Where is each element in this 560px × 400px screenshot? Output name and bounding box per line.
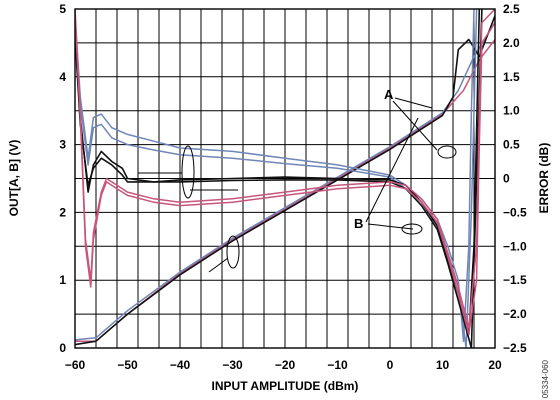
y-tick-label: 2 bbox=[59, 205, 66, 219]
x-axis-title: INPUT AMPLITUDE (dBm) bbox=[212, 379, 359, 393]
figure-code: 05334-060 bbox=[541, 359, 550, 398]
y-axis-ticks: 0 1 2 3 4 5 bbox=[59, 2, 66, 355]
y2-tick-label: 1.0 bbox=[503, 104, 520, 118]
y2-tick-label: 1.5 bbox=[503, 70, 520, 84]
y2-tick-label: 0.5 bbox=[503, 138, 520, 152]
series-line-pink-right bbox=[75, 9, 495, 329]
annotation-b-ellipse bbox=[401, 223, 423, 235]
group-marker-lower-arrow bbox=[208, 257, 229, 273]
plot-frame bbox=[74, 8, 496, 349]
annotation-a-arrow-1 bbox=[394, 97, 433, 109]
x-tick-label: 10 bbox=[436, 358, 450, 372]
x-tick-label: −50 bbox=[117, 358, 138, 372]
x-tick-label: −40 bbox=[170, 358, 191, 372]
group-marker-lower-ellipse bbox=[226, 235, 240, 269]
annotation-b: B bbox=[354, 117, 423, 235]
annotation-a-label: A bbox=[384, 87, 394, 102]
x-axis-ticks: −60 −50 −40 −30 −20 −10 0 10 20 bbox=[65, 358, 502, 372]
y2-tick-label: 0 bbox=[503, 172, 510, 186]
y-tick-label: 4 bbox=[59, 70, 66, 84]
annotation-b-arrow-1 bbox=[365, 117, 419, 223]
y-tick-label: 0 bbox=[59, 341, 66, 355]
series-line-black-left bbox=[75, 15, 495, 346]
y2-tick-label: −0.5 bbox=[503, 205, 527, 219]
group-marker-upper bbox=[138, 145, 238, 199]
y2-tick-label: −2.0 bbox=[503, 307, 527, 321]
y-tick-label: 3 bbox=[59, 138, 66, 152]
annotation-b-label: B bbox=[354, 216, 363, 231]
x-tick-label: −30 bbox=[222, 358, 243, 372]
x-tick-label: −10 bbox=[327, 358, 348, 372]
y2-tick-label: 2.0 bbox=[503, 36, 520, 50]
annotation-a-arrow-2 bbox=[392, 100, 438, 151]
y2-tick-label: 2.5 bbox=[503, 2, 520, 16]
y-tick-label: 1 bbox=[59, 273, 66, 287]
series-line-black-right bbox=[75, 9, 483, 348]
y2-tick-label: −1.5 bbox=[503, 273, 527, 287]
series-line-pink-right bbox=[75, 15, 495, 336]
y2-tick-label: −2.5 bbox=[503, 341, 527, 355]
x-tick-label: −20 bbox=[275, 358, 296, 372]
x-tick-label: 0 bbox=[387, 358, 394, 372]
x-tick-label: −60 bbox=[65, 358, 86, 372]
y2-axis-ticks: −2.5 −2.0 −1.5 −1.0 −0.5 0 0.5 1.0 1.5 2.0 2.5 bbox=[503, 2, 527, 355]
annotation-a-ellipse bbox=[437, 145, 457, 159]
series-group bbox=[75, 9, 495, 348]
annotation-a: A bbox=[384, 87, 457, 159]
group-marker-upper-ellipse bbox=[181, 145, 195, 199]
x-tick-label: 20 bbox=[488, 358, 502, 372]
y-tick-label: 5 bbox=[59, 2, 66, 16]
y2-axis-title: ERROR (dB) bbox=[537, 143, 551, 214]
y-axis-title: OUT[A, B] (V) bbox=[7, 140, 21, 217]
y2-tick-label: −1.0 bbox=[503, 239, 527, 253]
grid bbox=[75, 9, 495, 348]
annotation-b-arrow-2 bbox=[367, 223, 414, 230]
group-marker-lower bbox=[208, 235, 240, 273]
